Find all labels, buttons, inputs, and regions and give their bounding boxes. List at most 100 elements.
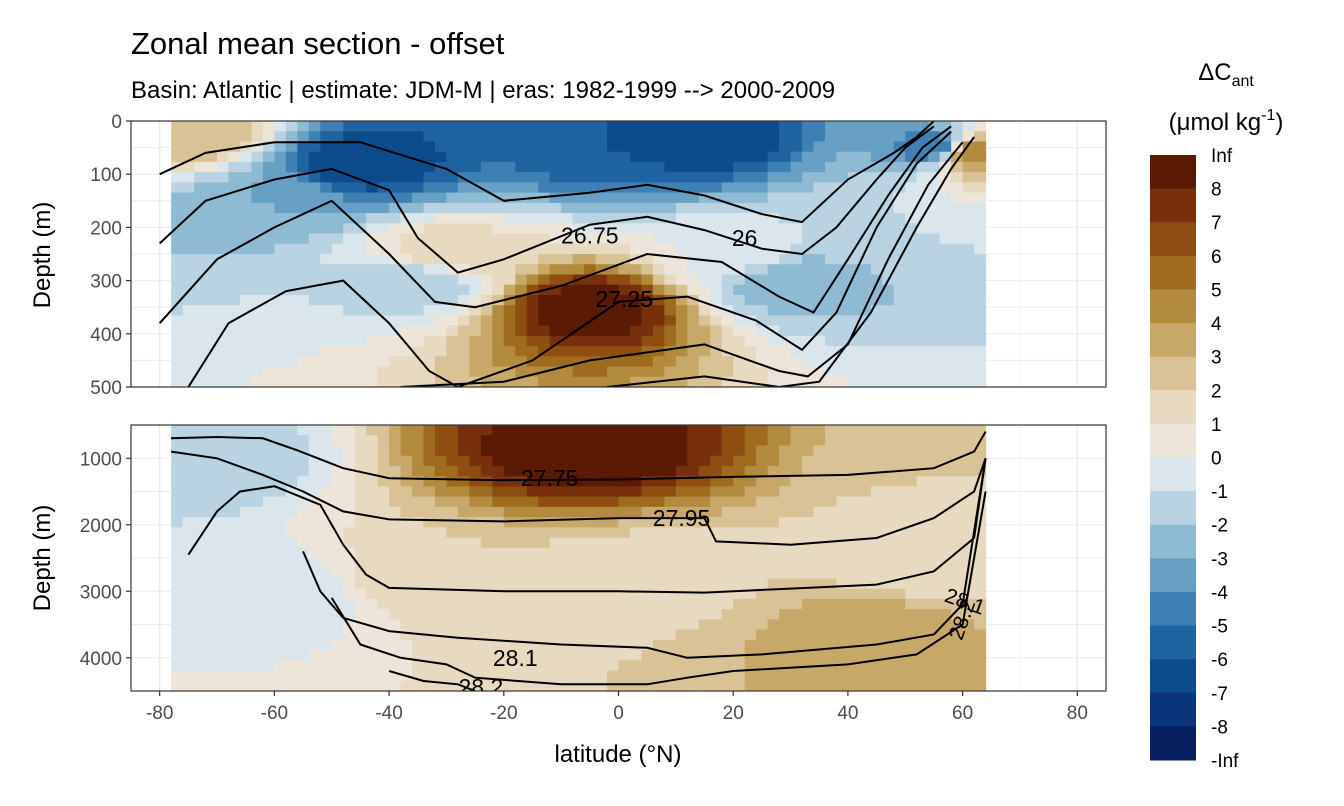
- field-cell: [641, 578, 654, 590]
- field-cell: [813, 202, 826, 214]
- field-cell: [423, 496, 436, 508]
- field-cell: [847, 141, 860, 153]
- field-cell: [538, 254, 551, 265]
- field-cell: [607, 619, 620, 631]
- field-cell: [377, 151, 390, 163]
- field-cell: [434, 202, 448, 214]
- chart-subtitle: Basin: Atlantic | estimate: JDM-M | eras…: [131, 77, 835, 104]
- field-cell: [285, 223, 298, 235]
- field-cell: [217, 506, 230, 518]
- field-cell: [572, 629, 585, 641]
- legend-level-label: 0: [1211, 449, 1222, 470]
- field-cell: [698, 609, 711, 620]
- field-cell: [446, 476, 459, 487]
- field-cell: [629, 346, 643, 357]
- field-cell: [503, 619, 516, 631]
- field-cell: [434, 680, 448, 691]
- field-cell: [790, 588, 803, 600]
- field-cell: [905, 455, 918, 467]
- field-cell: [194, 213, 207, 224]
- field-cell: [331, 233, 344, 245]
- field-cell: [629, 305, 643, 316]
- field-cell: [951, 619, 964, 631]
- field-cell: [687, 335, 700, 347]
- field-cell: [733, 141, 746, 153]
- field-cell: [515, 517, 528, 528]
- field-cell: [515, 223, 528, 235]
- field-cell: [629, 486, 643, 498]
- field-cell: [744, 294, 757, 306]
- field-cell: [515, 680, 528, 691]
- field-cell: [515, 305, 528, 316]
- field-cell: [194, 161, 207, 173]
- field-cell: [457, 356, 470, 368]
- field-cell: [756, 465, 769, 477]
- field-cell: [974, 335, 987, 347]
- field-cell: [652, 496, 665, 508]
- field-cell: [308, 243, 321, 255]
- field-cell: [320, 356, 333, 368]
- field-cell: [423, 445, 436, 457]
- field-cell: [698, 639, 711, 651]
- field-cell: [767, 425, 780, 436]
- field-cell: [434, 264, 448, 276]
- field-cell: [962, 182, 975, 194]
- field-cell: [434, 578, 448, 590]
- field-cell: [217, 305, 230, 316]
- field-cell: [251, 598, 264, 610]
- field-cell: [274, 639, 287, 651]
- field-cell: [687, 141, 700, 153]
- field-cell: [480, 598, 493, 610]
- field-cell: [687, 496, 700, 508]
- field-cell: [733, 294, 746, 306]
- isopycnal-label: 27.25: [595, 286, 653, 312]
- field-cell: [836, 131, 849, 143]
- field-cell: [194, 376, 207, 387]
- field-cell: [939, 517, 952, 528]
- field-cell: [262, 537, 275, 549]
- field-cell: [618, 294, 631, 306]
- field-cell: [629, 680, 643, 691]
- field-cell: [561, 346, 574, 357]
- field-cell: [262, 680, 275, 691]
- field-cell: [779, 346, 792, 357]
- field-cell: [194, 660, 207, 672]
- field-cell: [239, 455, 253, 467]
- field-cell: [412, 670, 425, 682]
- field-cell: [205, 233, 218, 245]
- field-cell: [813, 305, 826, 316]
- field-cell: [859, 435, 872, 447]
- field-cell: [389, 506, 402, 518]
- field-cell: [377, 558, 390, 569]
- field-cell: [802, 629, 815, 641]
- field-cell: [412, 547, 425, 559]
- field-cell: [733, 670, 746, 682]
- field-cell: [687, 527, 700, 539]
- field-cell: [721, 172, 734, 183]
- field-cell: [813, 506, 826, 518]
- field-cell: [698, 161, 711, 173]
- field-cell: [228, 476, 241, 487]
- field-cell: [354, 172, 367, 183]
- field-cell: [951, 578, 964, 590]
- field-cell: [492, 588, 505, 600]
- field-cell: [756, 609, 769, 620]
- field-cell: [698, 131, 711, 143]
- field-cell: [503, 161, 516, 173]
- field-cell: [790, 172, 803, 183]
- field-cell: [836, 161, 849, 173]
- field-cell: [928, 537, 941, 549]
- field-cell: [400, 506, 413, 518]
- field-cell: [194, 315, 207, 327]
- field-cell: [733, 527, 746, 539]
- field-cell: [457, 294, 470, 306]
- field-cell: [400, 366, 413, 378]
- field-cell: [870, 335, 883, 347]
- field-cell: [859, 445, 872, 457]
- field-cell: [687, 264, 700, 276]
- field-cell: [389, 486, 402, 498]
- field-cell: [343, 517, 356, 528]
- field-cell: [607, 315, 620, 327]
- field-cell: [423, 517, 436, 528]
- field-cell: [618, 366, 631, 378]
